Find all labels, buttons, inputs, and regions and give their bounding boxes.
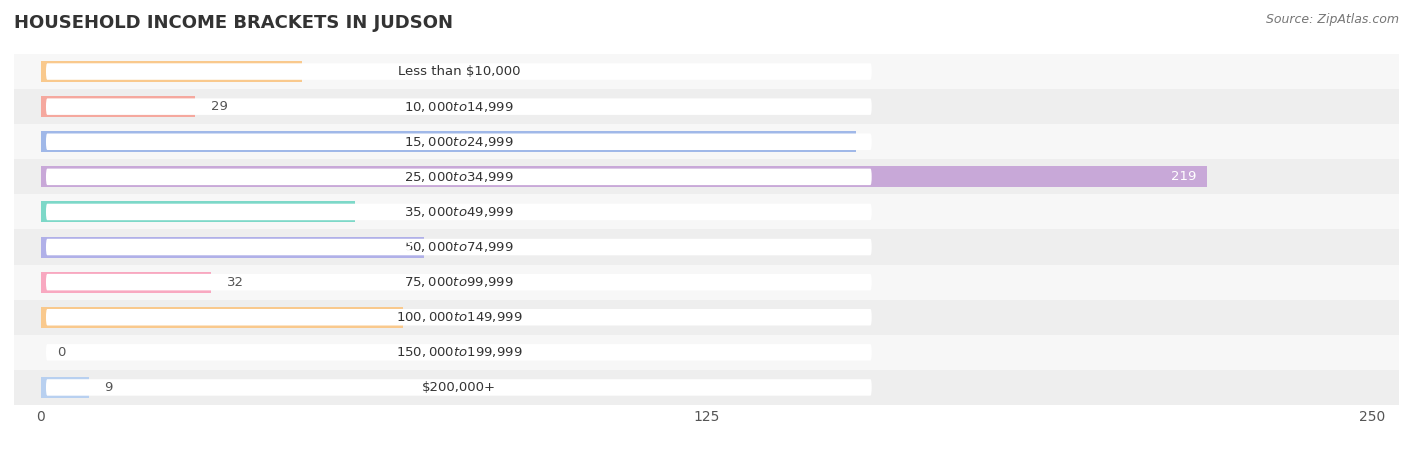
Bar (14, 265, 1399, 300)
Bar (41, 166, 1208, 187)
Text: 72: 72 (396, 241, 413, 253)
Text: $10,000 to $14,999: $10,000 to $14,999 (404, 99, 513, 114)
Bar (41, 377, 89, 398)
Bar (14, 335, 1399, 370)
Text: Source: ZipAtlas.com: Source: ZipAtlas.com (1265, 14, 1399, 27)
Text: $50,000 to $74,999: $50,000 to $74,999 (404, 240, 513, 254)
Bar (41, 96, 195, 117)
Bar (14, 89, 1399, 124)
Bar (14, 370, 1399, 405)
Text: $75,000 to $99,999: $75,000 to $99,999 (404, 275, 513, 289)
Text: $35,000 to $49,999: $35,000 to $49,999 (404, 205, 513, 219)
Text: 29: 29 (211, 100, 228, 113)
Text: $15,000 to $24,999: $15,000 to $24,999 (404, 135, 513, 149)
Text: 49: 49 (274, 65, 291, 78)
Text: 59: 59 (328, 206, 344, 218)
Text: $25,000 to $34,999: $25,000 to $34,999 (404, 170, 513, 184)
Text: 9: 9 (104, 381, 112, 394)
FancyBboxPatch shape (46, 169, 872, 185)
Text: 153: 153 (820, 135, 845, 148)
FancyBboxPatch shape (46, 204, 872, 220)
Text: 68: 68 (375, 311, 392, 324)
Text: Less than $10,000: Less than $10,000 (398, 65, 520, 78)
FancyBboxPatch shape (46, 309, 872, 325)
FancyBboxPatch shape (46, 239, 872, 255)
Bar (41, 61, 302, 82)
Bar (14, 54, 1399, 89)
Bar (14, 194, 1399, 230)
Text: 32: 32 (228, 276, 245, 288)
Bar (41, 307, 404, 328)
Text: 219: 219 (1171, 171, 1197, 183)
Bar (41, 131, 856, 152)
FancyBboxPatch shape (46, 134, 872, 150)
Text: $150,000 to $199,999: $150,000 to $199,999 (395, 345, 522, 360)
Text: $100,000 to $149,999: $100,000 to $149,999 (395, 310, 522, 324)
FancyBboxPatch shape (46, 379, 872, 396)
Bar (41, 272, 211, 292)
FancyBboxPatch shape (46, 344, 872, 360)
FancyBboxPatch shape (46, 63, 872, 80)
Text: HOUSEHOLD INCOME BRACKETS IN JUDSON: HOUSEHOLD INCOME BRACKETS IN JUDSON (14, 14, 453, 32)
FancyBboxPatch shape (46, 99, 872, 115)
Bar (14, 300, 1399, 335)
Bar (41, 237, 425, 257)
Bar (14, 230, 1399, 265)
Bar (14, 159, 1399, 194)
Bar (14, 124, 1399, 159)
Bar (41, 202, 354, 222)
Text: 0: 0 (56, 346, 65, 359)
Text: $200,000+: $200,000+ (422, 381, 496, 394)
FancyBboxPatch shape (46, 274, 872, 290)
